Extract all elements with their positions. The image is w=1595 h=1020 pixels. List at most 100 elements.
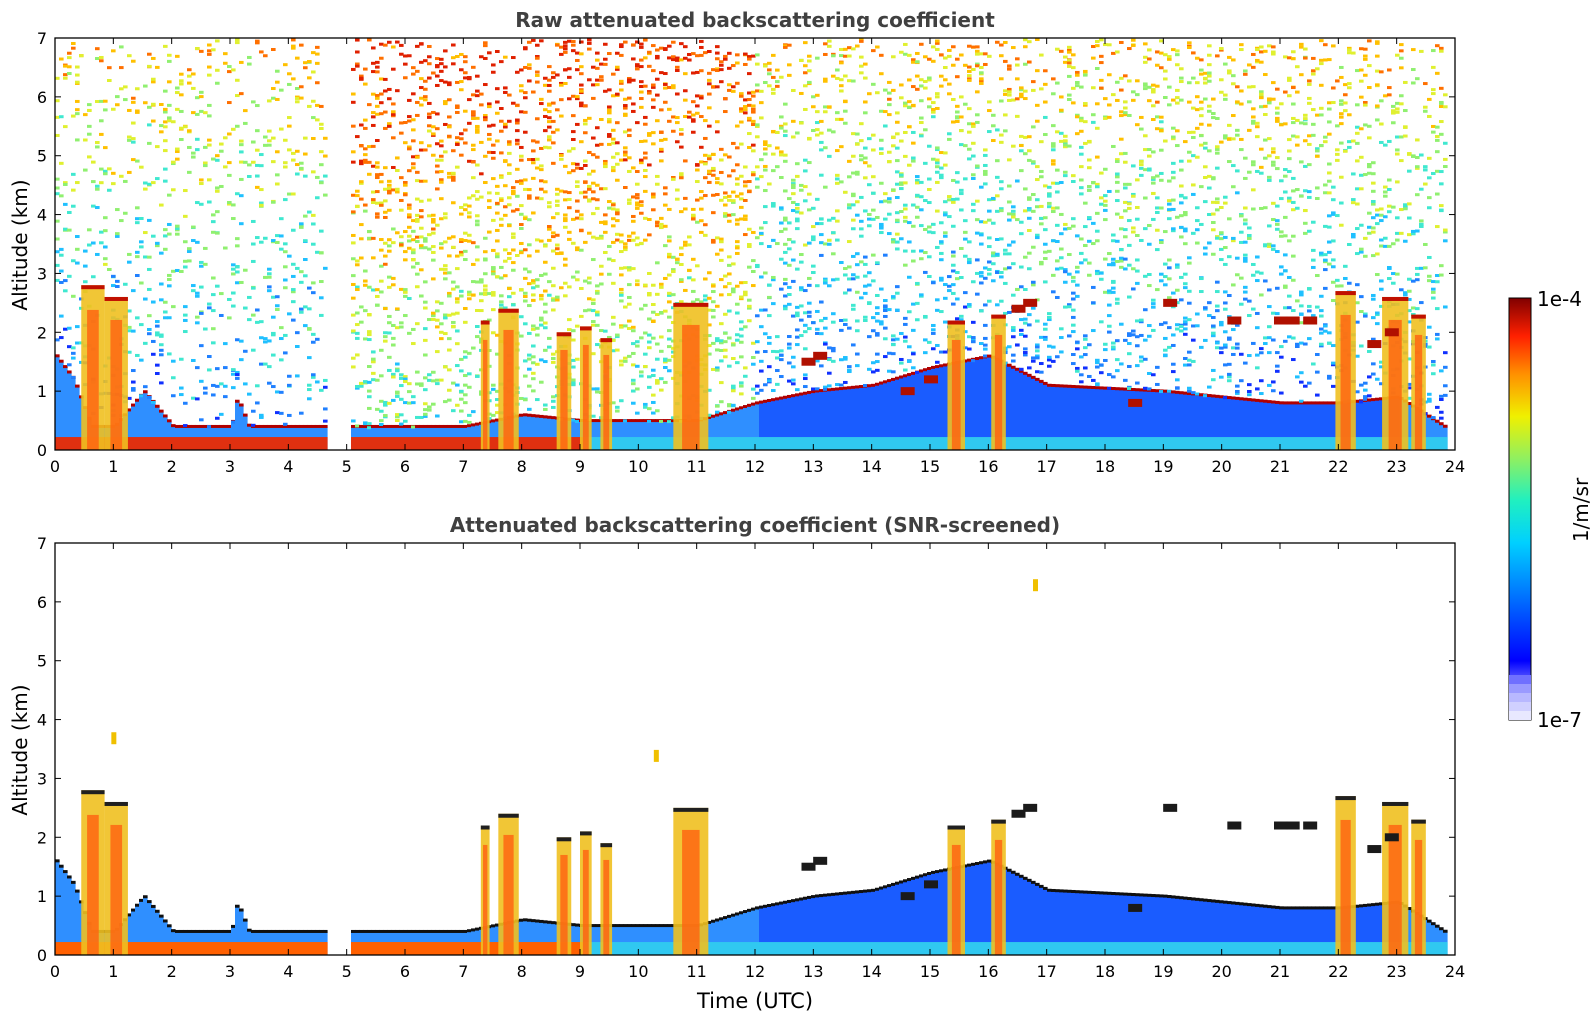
noise-pixel	[119, 219, 124, 223]
noise-pixel	[1071, 323, 1076, 327]
noise-pixel	[655, 292, 660, 296]
noise-pixel	[791, 365, 796, 369]
noise-pixel	[451, 320, 456, 324]
noise-pixel	[815, 128, 820, 132]
noise-pixel	[387, 238, 392, 242]
noise-pixel	[635, 243, 640, 247]
aerosol-layer-cell	[747, 405, 752, 450]
noise-pixel	[195, 315, 200, 319]
noise-pixel	[603, 164, 608, 168]
noise-pixel	[839, 358, 844, 362]
noise-pixel	[579, 140, 584, 144]
noise-pixel	[203, 164, 208, 168]
layer-top-cell	[931, 365, 936, 369]
noise-pixel	[599, 142, 604, 146]
surface-layer-cell	[743, 437, 748, 450]
noise-pixel	[355, 384, 360, 388]
noise-pixel	[931, 110, 936, 114]
noise-pixel	[447, 313, 452, 317]
noise-pixel	[563, 50, 568, 54]
noise-pixel	[731, 262, 736, 266]
noise-pixel	[767, 68, 772, 72]
noise-pixel	[719, 240, 724, 244]
noise-pixel	[279, 127, 284, 131]
noise-pixel	[83, 138, 88, 142]
noise-pixel	[467, 293, 472, 297]
surface-layer-cell	[359, 437, 364, 450]
noise-pixel	[475, 163, 480, 167]
noise-pixel	[951, 200, 956, 204]
noise-pixel	[351, 356, 356, 360]
noise-pixel	[1027, 251, 1032, 255]
noise-pixel	[287, 72, 292, 76]
noise-pixel	[351, 233, 356, 237]
noise-pixel	[607, 120, 612, 124]
noise-pixel	[867, 335, 872, 339]
noise-pixel	[547, 227, 552, 231]
noise-pixel	[983, 172, 988, 176]
noise-pixel	[1047, 192, 1052, 196]
noise-pixel	[615, 141, 620, 145]
surface-layer-cell	[1087, 437, 1092, 450]
noise-pixel	[1043, 257, 1048, 261]
noise-pixel	[407, 145, 412, 149]
noise-pixel	[611, 281, 616, 285]
noise-pixel	[679, 172, 684, 176]
aerosol-layer-cell	[595, 420, 600, 450]
surface-layer-cell	[199, 437, 204, 450]
noise-pixel	[247, 55, 252, 59]
noise-pixel	[467, 420, 472, 424]
noise-pixel	[791, 279, 796, 283]
noise-pixel	[855, 172, 860, 176]
surface-layer-cell	[799, 437, 804, 450]
noise-pixel	[359, 74, 364, 78]
noise-pixel	[1011, 205, 1016, 209]
noise-pixel	[475, 223, 480, 227]
noise-pixel	[167, 80, 172, 84]
noise-pixel	[651, 131, 656, 135]
noise-pixel	[587, 231, 592, 235]
noise-pixel	[627, 169, 632, 173]
noise-pixel	[671, 416, 676, 420]
noise-pixel	[787, 346, 792, 350]
noise-pixel	[299, 225, 304, 229]
noise-pixel	[731, 290, 736, 294]
noise-pixel	[583, 195, 588, 199]
noise-pixel	[827, 384, 832, 388]
noise-pixel	[1051, 359, 1056, 363]
noise-pixel	[135, 250, 140, 254]
noise-pixel	[675, 92, 680, 96]
noise-pixel	[771, 349, 776, 353]
noise-pixel	[391, 45, 396, 49]
noise-pixel	[463, 239, 468, 243]
noise-pixel	[843, 267, 848, 271]
noise-pixel	[439, 158, 444, 162]
noise-pixel	[859, 122, 864, 126]
noise-pixel	[1047, 344, 1052, 348]
noise-pixel	[431, 379, 436, 383]
noise-pixel	[1023, 135, 1028, 139]
noise-pixel	[707, 92, 712, 96]
noise-pixel	[635, 201, 640, 205]
noise-pixel	[647, 333, 652, 337]
noise-pixel	[747, 244, 752, 248]
noise-pixel	[519, 89, 524, 93]
noise-pixel	[363, 153, 368, 157]
noise-pixel	[455, 329, 460, 333]
noise-pixel	[263, 362, 268, 366]
aerosol-layer-cell	[523, 414, 528, 450]
noise-pixel	[603, 250, 608, 254]
surface-layer-cell	[183, 437, 188, 450]
noise-pixel	[591, 181, 596, 185]
noise-pixel	[427, 55, 432, 59]
noise-pixel	[767, 341, 772, 345]
surface-layer-cell	[231, 437, 236, 450]
noise-pixel	[371, 256, 376, 260]
noise-pixel	[871, 253, 876, 257]
noise-pixel	[539, 97, 544, 101]
layer-top-cell	[543, 415, 548, 419]
noise-pixel	[903, 101, 908, 105]
noise-pixel	[783, 44, 788, 48]
aerosol-layer-cell	[727, 411, 732, 450]
noise-pixel	[663, 86, 668, 90]
